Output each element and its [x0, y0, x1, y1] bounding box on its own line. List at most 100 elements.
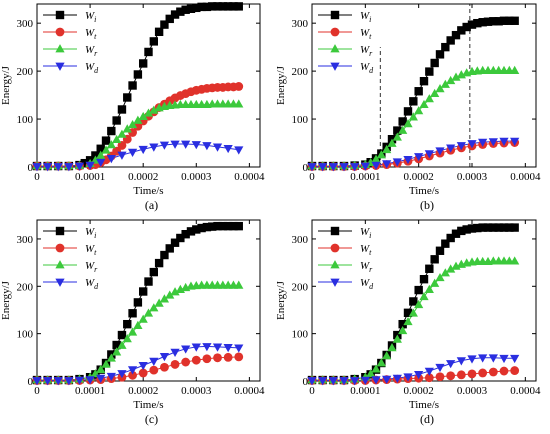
data-point-wt	[170, 360, 180, 369]
plot-frame	[311, 219, 537, 382]
legend-marker-wr	[55, 260, 65, 269]
legend-marker-wi	[55, 10, 65, 20]
data-point-wr	[117, 340, 127, 349]
series-line-wd	[37, 345, 239, 382]
data-point-wd	[424, 367, 434, 376]
data-point-wd	[510, 137, 520, 146]
legend-label-subscript: t	[94, 32, 97, 41]
data-point-wr	[414, 106, 424, 115]
data-point-wd	[307, 163, 317, 172]
data-point-wr	[371, 154, 381, 163]
data-point-wr	[419, 99, 429, 109]
y-tick-label: 300	[292, 18, 309, 30]
data-point-wt	[456, 370, 466, 380]
x-tick-label: 0	[309, 385, 315, 397]
data-point-wr	[371, 364, 381, 373]
data-point-wd	[318, 377, 328, 386]
legend: Wi Wt Wr Wd	[43, 10, 99, 75]
data-point-wr	[133, 320, 143, 329]
data-point-wt	[138, 368, 148, 378]
data-point-wd	[499, 137, 509, 146]
data-point-wr	[510, 65, 520, 74]
data-point-wd	[339, 377, 349, 386]
data-point-wd	[32, 377, 42, 386]
data-point-wi	[144, 277, 153, 286]
y-tick-label: 300	[17, 234, 34, 246]
data-point-wr	[112, 134, 122, 144]
data-point-wd	[382, 160, 392, 169]
data-point-wd	[499, 354, 509, 364]
data-point-wd	[478, 138, 488, 147]
legend-label-wd: Wd	[360, 61, 374, 75]
data-point-wd	[328, 377, 338, 386]
data-point-wi	[425, 67, 434, 76]
data-point-wd	[74, 162, 85, 171]
data-point-wd	[96, 158, 106, 168]
data-point-wt	[435, 372, 445, 382]
chart-panel-d: 0 0.0001 0.0002 0.0003 0.0004 0 100 200 300 Time/…	[275, 219, 541, 426]
data-point-wr	[382, 351, 392, 360]
data-point-wt	[213, 353, 222, 363]
data-point-wi	[430, 255, 439, 264]
y-tick-label: 200	[292, 66, 309, 78]
data-point-wr	[149, 105, 159, 114]
x-tick-label: 0.0002	[128, 171, 158, 183]
data-point-wt	[499, 366, 509, 376]
y-tick-label: 0	[303, 376, 309, 388]
data-point-wd	[414, 153, 424, 162]
data-point-wr	[403, 119, 413, 128]
data-point-wt	[467, 369, 477, 379]
data-point-wr	[143, 108, 154, 117]
data-point-wr	[138, 111, 148, 121]
data-point-wi	[117, 330, 127, 340]
data-point-wi	[133, 298, 143, 307]
data-point-wd	[392, 374, 402, 383]
panel-label: (b)	[420, 198, 434, 212]
data-point-wr	[440, 268, 450, 277]
data-point-wi	[154, 258, 164, 268]
legend-label-wd: Wd	[360, 277, 374, 291]
data-point-wi	[96, 144, 105, 153]
data-point-wr	[165, 290, 175, 299]
legend-marker-wr	[55, 44, 65, 53]
data-point-wi	[160, 250, 169, 260]
data-point-wd	[149, 143, 159, 152]
data-point-wd	[446, 360, 456, 369]
data-point-wt	[234, 82, 244, 91]
data-point-wd	[181, 345, 191, 354]
data-point-wd	[392, 158, 402, 167]
data-point-wd	[371, 161, 381, 170]
legend-label-subscript: t	[94, 248, 97, 257]
data-point-wr	[419, 291, 429, 301]
data-point-wr	[117, 129, 127, 138]
y-tick-label: 300	[17, 18, 34, 30]
legend: Wi Wt Wr Wd	[43, 226, 99, 291]
data-point-wt	[424, 373, 434, 383]
data-point-wt	[223, 352, 233, 362]
legend-label-wr: Wr	[85, 260, 98, 274]
data-point-wi	[149, 37, 159, 46]
y-axis-label: Energy/J	[0, 280, 12, 320]
data-point-wi	[510, 223, 519, 232]
data-point-wd	[149, 357, 159, 366]
y-axis-label: Energy/J	[0, 65, 12, 105]
data-point-wi	[123, 93, 132, 102]
data-point-wi	[409, 297, 418, 306]
legend-label-wr: Wr	[85, 44, 98, 58]
data-point-wd	[456, 142, 466, 151]
legend-marker-wt	[330, 243, 340, 253]
data-point-wd	[467, 355, 477, 364]
chart-panel-c: 0 0.0001 0.0002 0.0003 0.0004 0 100 200 300 Time/…	[0, 219, 265, 426]
data-point-wi	[435, 246, 445, 255]
data-point-wr	[101, 145, 111, 154]
data-point-wd	[127, 148, 138, 157]
data-point-wt	[478, 368, 488, 378]
y-tick-label: 100	[17, 114, 34, 126]
data-point-wi	[398, 117, 407, 126]
data-point-wd	[202, 142, 212, 151]
y-tick-label: 100	[17, 329, 34, 341]
data-point-wt	[510, 366, 520, 375]
data-point-wi	[128, 309, 137, 318]
legend-label-subscript: i	[369, 231, 371, 240]
data-point-wr	[106, 353, 116, 362]
